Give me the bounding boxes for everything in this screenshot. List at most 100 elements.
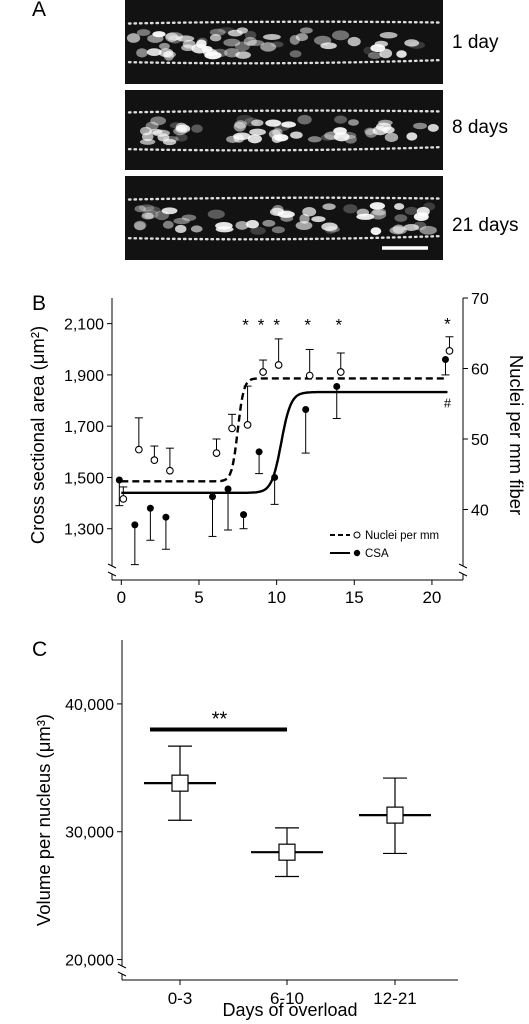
y-axis-label: Cross sectional area (μm²): [27, 326, 48, 544]
y2-tick-label: 70: [471, 291, 489, 308]
myonucleus: [141, 132, 154, 142]
myonucleus: [235, 51, 251, 59]
myonucleus: [223, 38, 241, 47]
panel-b-chart: B 0 5 10 15 20 1,300 1,500 1,700 1,900 2,100 40 50 60…: [27, 291, 527, 607]
myonucleus: [403, 223, 420, 231]
myonucleus: [134, 205, 146, 213]
csa-point: [255, 448, 263, 456]
myonucleus: [162, 138, 177, 146]
csa-point: [271, 473, 279, 481]
myonucleus: [299, 27, 313, 34]
myonucleus: [247, 39, 265, 47]
myonucleus: [277, 210, 295, 218]
myonucleus: [246, 219, 259, 229]
myonucleus: [324, 131, 341, 140]
myonucleus: [347, 36, 361, 47]
myonucleus: [334, 115, 348, 124]
myonucleus: [311, 216, 326, 223]
nuclei-point: [336, 368, 345, 376]
x-tick-label: 12-21: [373, 989, 416, 1008]
myonucleus: [356, 208, 370, 217]
micrograph-21-days: [125, 176, 443, 260]
myonucleus: [404, 39, 420, 47]
myonucleus: [176, 35, 195, 42]
myonucleus: [161, 207, 178, 215]
y-axis-break: [117, 963, 127, 977]
significance-star: *: [242, 316, 249, 335]
myonucleus: [250, 226, 266, 235]
csa-point: [302, 406, 310, 414]
myonucleus: [150, 116, 166, 126]
myonucleus: [289, 50, 302, 58]
y-tick-label: 1,300: [64, 522, 104, 539]
myonucleus: [175, 133, 188, 142]
nuclei-point: [119, 495, 128, 503]
y-axis-label: Volume per nucleus (μm³): [33, 714, 54, 926]
myonucleus: [382, 126, 395, 134]
myonucleus: [236, 114, 253, 125]
myonucleus: [181, 214, 197, 221]
myonucleus: [331, 30, 350, 41]
csa-point: [333, 382, 341, 390]
nuclei-point: [274, 361, 283, 369]
myonucleus: [321, 222, 338, 232]
myonucleus: [389, 226, 407, 235]
micrograph-1-day-label: 1 day: [452, 32, 499, 53]
myonucleus: [372, 208, 387, 216]
myonucleus: [281, 121, 296, 128]
myonucleus: [369, 202, 386, 210]
myonucleus: [235, 220, 249, 230]
legend-label-nuclei: Nuclei per mm: [365, 530, 439, 542]
myonucleus: [297, 114, 312, 125]
myonucleus: [190, 225, 203, 233]
myonucleus: [413, 122, 428, 130]
right-axis-break: [458, 563, 468, 577]
myonucleus: [147, 34, 164, 43]
myonucleus: [207, 209, 225, 219]
myonucleus: [146, 48, 162, 57]
mean-marker: [386, 806, 404, 824]
myonucleus: [295, 220, 313, 231]
micrograph-8-days-cells: [127, 109, 441, 152]
y-tick-label: 1,700: [64, 419, 104, 436]
myonucleus: [270, 41, 284, 48]
myonucleus: [236, 27, 248, 34]
x-tick-label: 15: [345, 588, 364, 607]
myonucleus: [169, 122, 183, 129]
myonucleus: [404, 206, 419, 215]
left-axis-break: [107, 563, 117, 577]
myonucleus: [138, 204, 155, 212]
myonucleus: [325, 226, 340, 233]
myonucleus: [299, 213, 310, 224]
myonucleus: [173, 217, 191, 225]
myonucleus: [295, 33, 309, 42]
panel-c-chart: C 20,000 30,000 40,000 0-3 6-10 12-21 Days of o…: [32, 638, 458, 1020]
x-axis-label: Days of overload: [222, 1000, 357, 1020]
significance-star: *: [304, 316, 311, 335]
fiber-outline-bottom: [127, 58, 441, 65]
nuclei-point: [243, 421, 252, 429]
myonucleus: [139, 138, 156, 145]
myonucleus: [133, 220, 147, 230]
myonucleus: [394, 203, 405, 210]
myonucleus: [142, 206, 161, 214]
legend-marker-filled: [353, 549, 361, 557]
significance-star: *: [273, 316, 280, 335]
y2-tick-label: 50: [471, 432, 489, 449]
nuclei-point: [259, 368, 267, 376]
myonucleus: [144, 212, 155, 220]
myonucleus: [134, 221, 146, 231]
myonucleus: [369, 209, 387, 220]
myonucleus: [307, 136, 322, 143]
mean-marker: [171, 774, 189, 792]
fiber-outline-bottom: [127, 234, 441, 241]
myonucleus: [244, 30, 257, 40]
myonucleus: [235, 41, 250, 52]
myonucleus: [384, 132, 399, 143]
myonucleus: [364, 127, 376, 136]
myonucleus: [175, 224, 187, 234]
myonucleus: [215, 221, 233, 230]
myonucleus: [365, 128, 378, 138]
y-tick-label: 1,500: [64, 470, 104, 487]
csa-point: [209, 493, 217, 501]
